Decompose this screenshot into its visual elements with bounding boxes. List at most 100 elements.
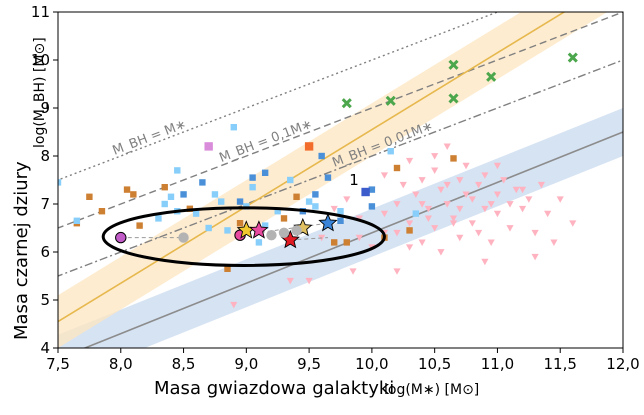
pink-triangles-point-36	[500, 177, 508, 184]
pink-triangles-point-53	[456, 205, 464, 213]
pink-triangles-point-35	[493, 210, 502, 218]
pink-triangles-point-20	[431, 225, 439, 232]
blue-squares-point-2	[199, 179, 206, 186]
relation-lines	[58, 12, 623, 348]
y-tick-label-8: 11	[31, 3, 50, 21]
pink-triangles-point-19	[431, 167, 439, 174]
green-crosses-point-2-stroke-b	[385, 95, 396, 106]
light-blue-squares-point-1	[58, 179, 62, 186]
pink-triangles-point-49	[393, 268, 401, 275]
pink-triangles-point-45	[556, 196, 564, 203]
pink-triangles-point-13	[405, 157, 414, 165]
x-tick-label-8: 11,0	[481, 355, 514, 373]
pink-triangles-point-3	[343, 196, 351, 203]
pink-triangles-point-18	[424, 205, 432, 213]
y-tick-label-4: 7	[40, 195, 50, 213]
orange-squares-point-2	[86, 193, 93, 200]
pink-triangles-point-32	[481, 172, 489, 179]
pink-triangles-point-26	[456, 234, 464, 242]
y-axis-ticks: 4 5 6 7 8 9 10 11	[31, 3, 58, 357]
orange-squares-point-9	[224, 265, 231, 272]
pink-triangles-point-14	[405, 220, 414, 227]
orange-squares-point-3	[98, 208, 106, 215]
x-tick-label-1: 7,5	[46, 355, 70, 373]
orange-squares-point-18	[406, 227, 413, 234]
pink-triangles-point-60	[449, 220, 458, 227]
x-tick-label-5: 9,5	[297, 355, 321, 373]
pink-triangles-point-57	[355, 234, 363, 242]
orange-squares-point-13	[331, 239, 338, 246]
gray-circle-2	[266, 230, 277, 241]
reference-lines	[58, 12, 623, 277]
pink-triangles-point-62	[305, 277, 313, 285]
pink-triangles-point-11	[393, 229, 401, 237]
blue-squares-point-9	[312, 191, 319, 198]
data-points	[58, 52, 578, 309]
green-crosses-point-5	[486, 71, 497, 82]
green-crosses-point-3	[448, 59, 459, 70]
connector-line-3	[290, 237, 328, 241]
pink-triangles-point-22	[443, 201, 451, 208]
band-gray	[58, 108, 623, 348]
pink-triangles-point-42	[531, 229, 539, 237]
green-crosses-point-2	[385, 95, 396, 106]
gray-circle-4	[291, 225, 302, 236]
green-crosses-point-5-stroke-b	[486, 71, 497, 82]
pink-triangles-point-51	[418, 201, 426, 208]
x-tick-label-2: 8,0	[109, 355, 133, 373]
light-blue-squares-point-11	[218, 198, 225, 205]
pink-triangles-point-65	[230, 301, 238, 309]
light-blue-squares-point-10	[211, 191, 219, 198]
x-tick-label-9: 11,5	[544, 355, 577, 373]
pink-triangles-point-64	[349, 268, 357, 275]
orange-squares-point-5	[130, 191, 137, 198]
lilac-square	[204, 142, 213, 151]
pink-triangles-point-68	[487, 201, 495, 208]
blue-star	[318, 213, 338, 232]
pink-triangles-point-55	[493, 162, 502, 170]
blue-squares-point-12	[337, 217, 344, 224]
pink-triangles-point-16	[418, 177, 426, 184]
light-blue-squares-point-8	[192, 210, 200, 217]
pink-triangles-point-12	[399, 181, 407, 189]
light-blue-squares-point-3	[155, 215, 162, 222]
highlight-points	[101, 142, 386, 267]
orange-squares-point-12	[293, 193, 300, 200]
blue-squares-point-1	[180, 191, 187, 198]
pink-triangles-point-54	[475, 229, 483, 237]
pink-triangles-point-40	[518, 205, 527, 213]
green-crosses-point-1-stroke-b	[341, 98, 352, 109]
pink-triangles-point-50	[531, 253, 539, 261]
pink-triangles-point-17	[418, 239, 426, 246]
light-blue-squares-point-21	[337, 208, 344, 215]
light-blue-squares-point-16	[261, 222, 269, 229]
pink-triangles-point-39	[512, 186, 520, 194]
orange-squares-point-11	[280, 215, 288, 222]
pink-triangles-point-2	[330, 205, 338, 213]
pink-triangles-point-37	[506, 201, 514, 208]
blue-squares-point-14	[368, 186, 376, 193]
highlight-ellipse	[101, 206, 386, 267]
y-tick-label-2: 5	[40, 291, 50, 309]
light-blue-squares-point-22	[387, 148, 394, 155]
pink-triangles-point-30	[475, 181, 483, 189]
pink-triangles-point-66	[431, 153, 439, 160]
green-crosses-point-4	[448, 93, 459, 104]
x-tick-label-4: 9,0	[234, 355, 258, 373]
pink-triangles-point-34	[493, 191, 502, 198]
x-axis-ticks: 7,5 8,0 8,5 9,0 9,5 10,0 10,5 11,0 11,5 12,0	[46, 348, 640, 373]
pink-triangles-point-21	[437, 186, 445, 194]
pink-triangles-point-38	[506, 225, 514, 232]
pink-triangles-point-25	[456, 177, 464, 184]
light-blue-squares-point-2	[73, 217, 81, 224]
green-crosses-point-4-stroke-b	[448, 93, 459, 104]
reference-line-2	[58, 12, 623, 229]
blue-squares-point-13	[368, 203, 376, 210]
pink-triangles-point-56	[405, 244, 414, 251]
pink-triangles-point-63	[286, 277, 294, 285]
pink-triangles-point-28	[468, 196, 476, 203]
orange-squares-point-17	[450, 155, 457, 162]
pink-triangles-point-46	[569, 220, 577, 227]
pink-triangles-point-23	[443, 143, 451, 150]
light-blue-squares-point-19	[305, 198, 313, 205]
